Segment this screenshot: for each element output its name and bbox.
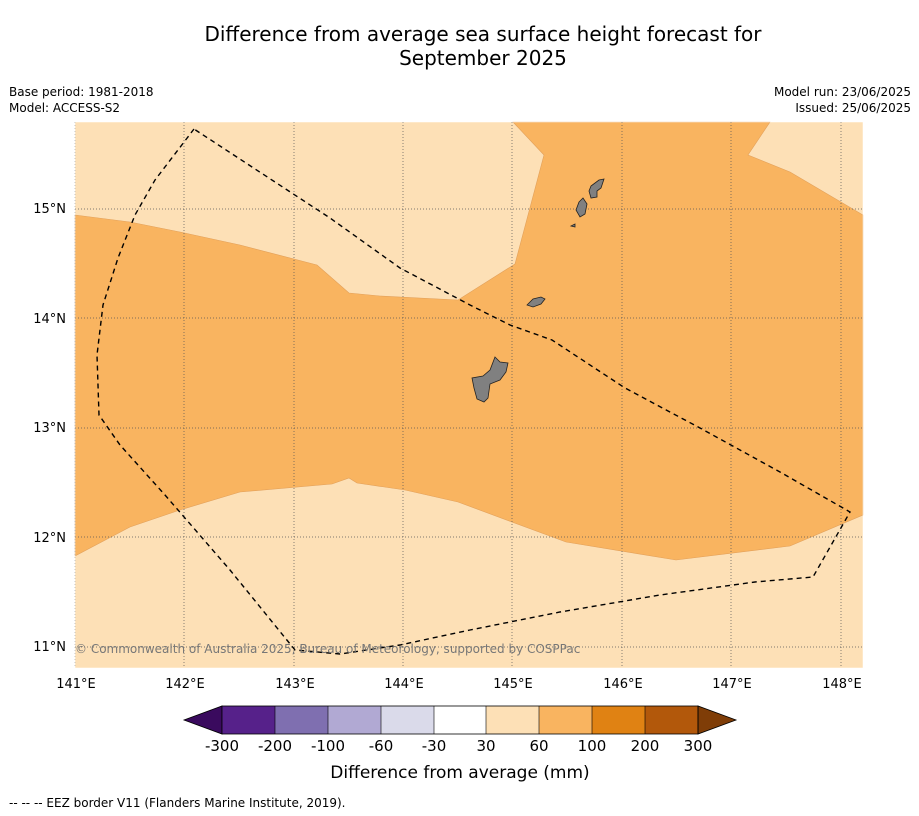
lon-label-144e: 144°E (384, 677, 424, 692)
title-line-1: Difference from average sea surface heig… (204, 22, 762, 46)
eez-legend-note: -- -- -- EEZ border V11 (Flanders Marine… (9, 796, 346, 810)
lon-label-141e: 141°E (56, 677, 96, 692)
lat-label-13n: 13°N (33, 421, 66, 436)
meta-right: Model run: 23/06/2025 Issued: 25/06/2025 (774, 84, 911, 116)
colorbar-label-m100: -100 (311, 737, 345, 755)
lon-label-145e: 145°E (493, 677, 533, 692)
colorbar-label-m60: -60 (369, 737, 394, 755)
island-aguijan (569, 223, 576, 228)
colorbar: -300 -200 -100 -60 -30 30 60 100 200 300… (182, 705, 738, 783)
latitude-labels: 15°N 14°N 13°N 12°N 11°N (33, 202, 66, 655)
model-run-text: Model run: 23/06/2025 (773, 85, 911, 99)
colorbar-label-100: 100 (578, 737, 607, 755)
copyright-text: © Commonwealth of Australia 2025, Bureau… (75, 642, 580, 656)
colorbar-label-m30: -30 (422, 737, 447, 755)
colorbar-dividers (274, 706, 646, 734)
lon-label-146e: 146°E (603, 677, 643, 692)
lat-label-11n: 11°N (33, 640, 66, 655)
eez-border (96, 128, 851, 655)
colorbar-bin-2 (275, 706, 328, 734)
colorbar-label-m200: -200 (258, 737, 292, 755)
colorbar-high-extension (697, 705, 738, 735)
longitude-labels: 141°E 142°E 143°E 144°E 145°E 146°E 147°… (56, 677, 862, 692)
colorbar-label-300: 300 (684, 737, 713, 755)
islands (471, 178, 605, 403)
base-period-text: Base period: 1981-2018 (9, 85, 154, 99)
island-rota (526, 296, 546, 308)
island-guam (471, 356, 509, 403)
island-saipan (588, 178, 605, 199)
colorbar-label-m300: -300 (205, 737, 239, 755)
map-frame (74, 121, 864, 669)
colorbar-outline (221, 705, 699, 735)
meta-left: Base period: 1981-2018 Model: ACCESS-S2 (9, 84, 154, 116)
colorbar-bin-1 (222, 706, 275, 734)
island-tinian (575, 197, 588, 218)
lat-label-12n: 12°N (33, 531, 66, 546)
lat-label-15n: 15°N (33, 202, 66, 217)
colorbar-bin-3 (328, 706, 381, 734)
colorbar-label-200: 200 (631, 737, 660, 755)
colorbar-bin-6 (486, 706, 539, 734)
lon-label-148e: 148°E (822, 677, 862, 692)
title-line-2: September 2025 (399, 46, 567, 70)
colorbar-bin-7 (539, 706, 592, 734)
model-text: Model: ACCESS-S2 (9, 101, 121, 115)
lon-label-143e: 143°E (275, 677, 315, 692)
colorbar-bin-4 (381, 706, 434, 734)
lat-label-14n: 14°N (33, 312, 66, 327)
colorbar-title: Difference from average (mm) (330, 763, 589, 783)
colorbar-bin-8 (592, 706, 645, 734)
colorbar-low-extension (182, 705, 223, 735)
lon-label-147e: 147°E (712, 677, 752, 692)
lon-label-142e: 142°E (165, 677, 205, 692)
colorbar-bin-5 (434, 706, 486, 734)
colorbar-label-30: 30 (476, 737, 495, 755)
map-title: Difference from average sea surface heig… (0, 22, 919, 70)
issued-text: Issued: 25/06/2025 (795, 101, 911, 115)
colorbar-bin-9 (645, 706, 698, 734)
colorbar-label-60: 60 (529, 737, 548, 755)
